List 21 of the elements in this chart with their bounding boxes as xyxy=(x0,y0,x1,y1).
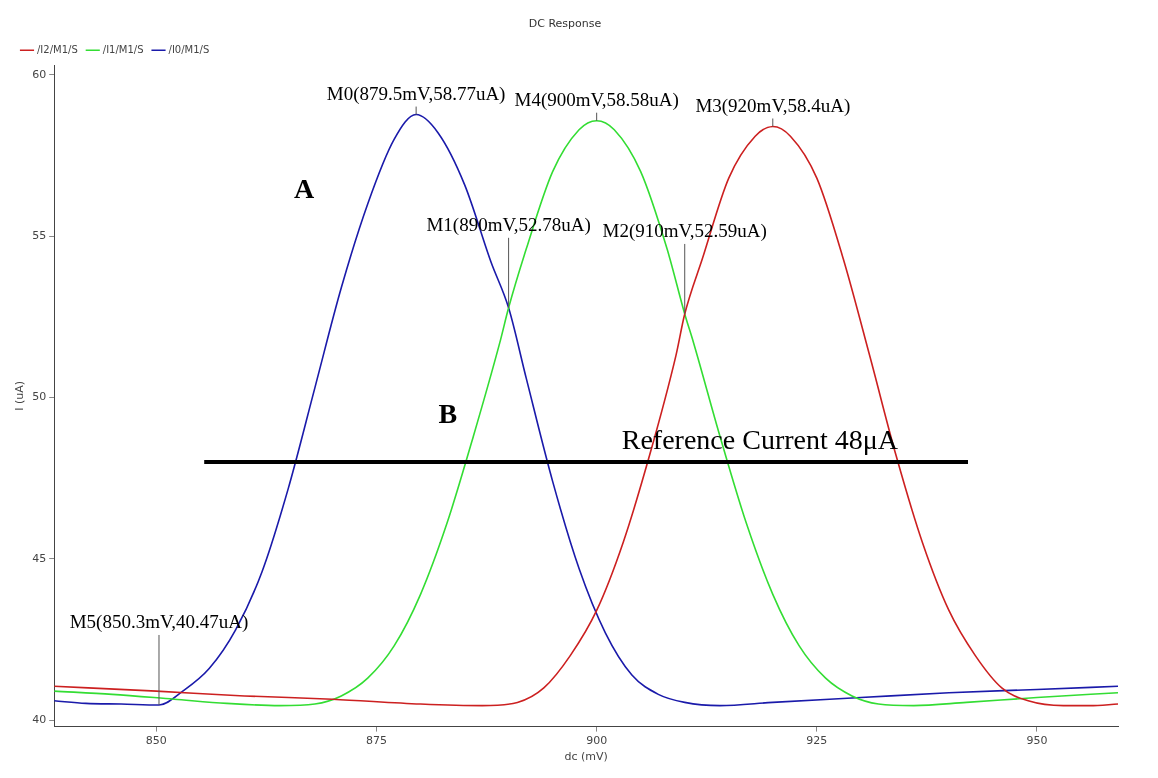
annotation: A xyxy=(294,173,316,205)
annotation: M3(920mV,58.4uA) xyxy=(695,94,851,117)
annotation: B xyxy=(438,397,458,429)
x-axis-title: dc (mV) xyxy=(564,750,608,764)
annotation: M0(879.5mV,58.77uA) xyxy=(326,83,506,106)
chart-title: DC Response xyxy=(528,17,602,31)
x-tick-label: 950 xyxy=(1026,734,1048,748)
y-axis-title: I (uA) xyxy=(13,380,27,411)
y-tick-label: 55 xyxy=(32,229,47,243)
x-tick-label: 850 xyxy=(145,734,167,748)
x-tick-label: 900 xyxy=(586,734,608,748)
y-tick-label: 50 xyxy=(32,390,47,404)
annotation: M4(900mV,58.58uA) xyxy=(514,89,679,112)
legend-label: /I2/M1/S xyxy=(37,43,78,55)
x-tick-label: 875 xyxy=(366,734,388,748)
x-tick-label: 925 xyxy=(806,734,828,748)
y-tick-label: 45 xyxy=(32,551,47,565)
y-tick-label: 40 xyxy=(32,713,47,727)
legend-label: /I0/M1/S xyxy=(168,43,210,55)
y-tick-label: 60 xyxy=(32,67,47,81)
legend-label: /I1/M1/S xyxy=(102,43,144,55)
